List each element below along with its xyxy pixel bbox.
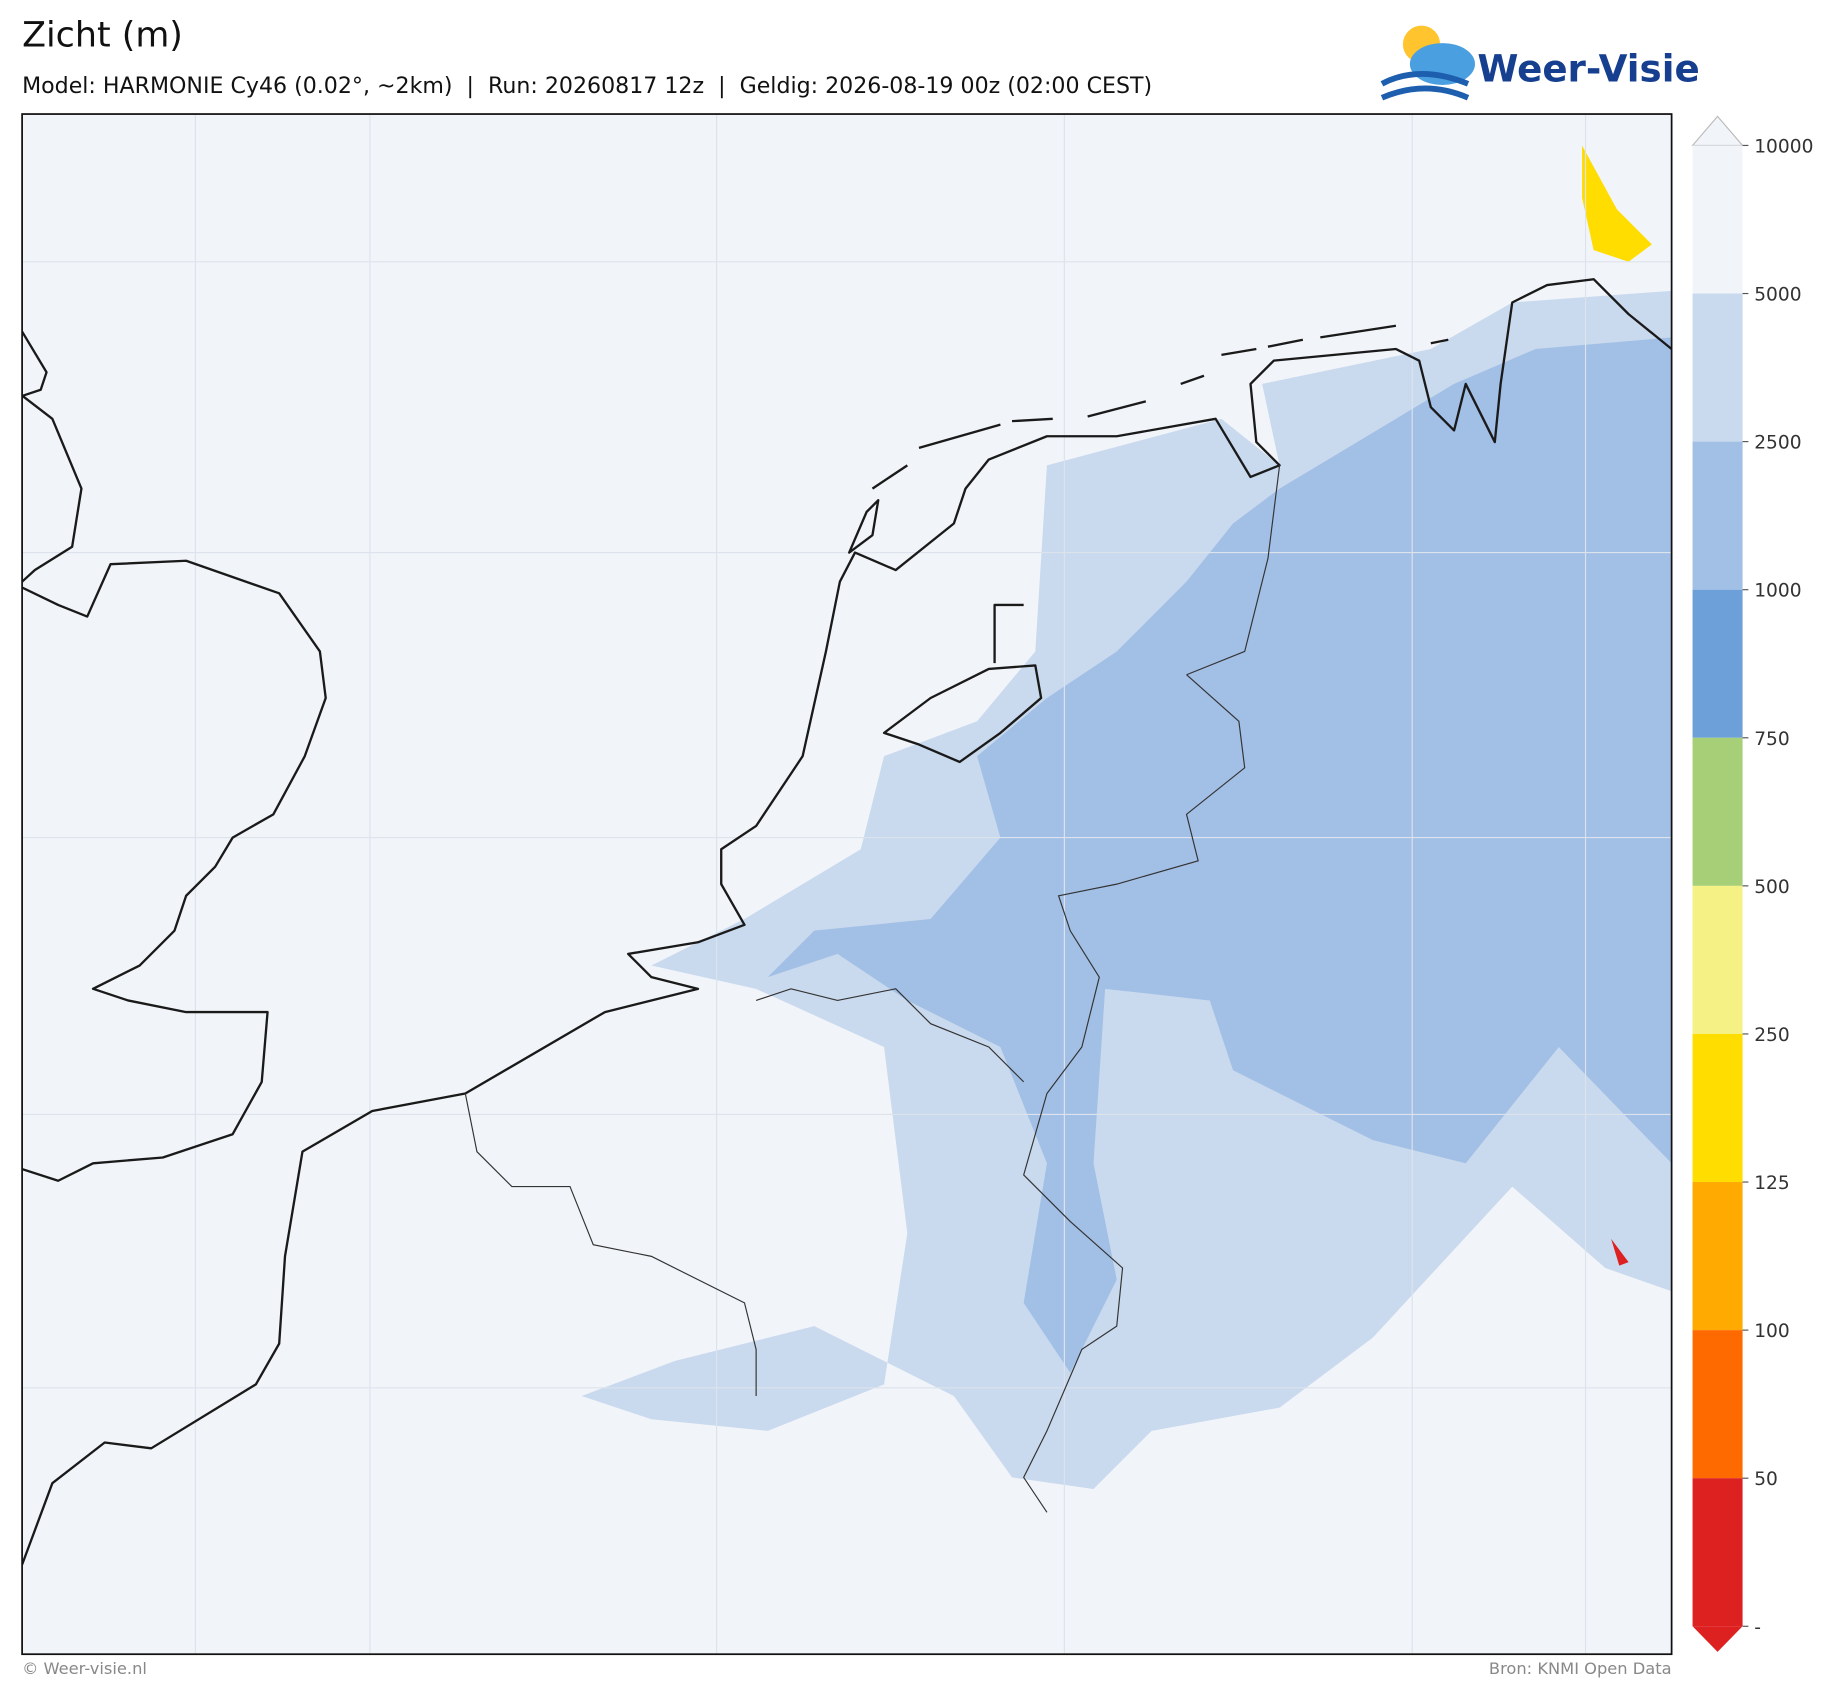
colorbar-label: 500 bbox=[1754, 877, 1790, 898]
colorbar-band bbox=[1692, 589, 1743, 738]
logo: Weer-Visie bbox=[1380, 25, 1700, 101]
colorbar-cap-bottom bbox=[1692, 1626, 1743, 1652]
colorbar-label: 2500 bbox=[1754, 433, 1801, 454]
colorbar: 10000 5000 2500 1000 750 500 250 125 100 50 - bbox=[1691, 115, 1813, 1652]
colorbar-label: 10000 bbox=[1754, 136, 1813, 157]
colorbar-band bbox=[1692, 1478, 1743, 1627]
colorbar-band bbox=[1692, 1330, 1743, 1479]
footer-right: Bron: KNMI Open Data bbox=[1489, 1659, 1672, 1678]
colorbar-label: - bbox=[1754, 1617, 1761, 1638]
ijsselmeer bbox=[882, 603, 1043, 764]
colorbar-label: 5000 bbox=[1754, 285, 1801, 306]
map-frame bbox=[21, 113, 1673, 1656]
footer-left: © Weer-visie.nl bbox=[22, 1659, 147, 1678]
subtitle: Model: HARMONIE Cy46 (0.02°, ~2km) | Run… bbox=[22, 73, 1152, 99]
colorbar-band bbox=[1692, 1182, 1743, 1331]
colorbar-band bbox=[1692, 441, 1743, 590]
grid bbox=[22, 114, 1672, 1655]
wadden-islands bbox=[848, 324, 1449, 554]
coastline-england bbox=[22, 330, 327, 1182]
coastline-continent bbox=[22, 278, 1672, 1566]
colorbar-label: 750 bbox=[1754, 729, 1790, 750]
title: Zicht (m) bbox=[22, 16, 183, 56]
visibility-area-verylow bbox=[1611, 1238, 1629, 1266]
colorbar-label: 250 bbox=[1754, 1025, 1790, 1046]
visibility-area-low bbox=[1582, 145, 1652, 262]
map bbox=[21, 113, 1673, 1656]
colorbar-band bbox=[1692, 737, 1743, 886]
logo-text: Weer-Visie bbox=[1477, 46, 1699, 90]
logo-waves bbox=[1380, 71, 1470, 101]
colorbar-band bbox=[1692, 145, 1743, 294]
visibility-area-medium bbox=[767, 337, 1672, 1373]
colorbar-label: 125 bbox=[1754, 1173, 1790, 1194]
colorbar-label: 1000 bbox=[1754, 581, 1801, 602]
colorbar-band bbox=[1692, 293, 1743, 442]
colorbar-band bbox=[1692, 1033, 1743, 1183]
country-borders bbox=[464, 465, 1281, 1513]
colorbar-label: 50 bbox=[1754, 1469, 1778, 1490]
colorbar-cap-top bbox=[1691, 115, 1744, 147]
colorbar-band bbox=[1692, 885, 1743, 1034]
colorbar-label: 100 bbox=[1754, 1321, 1790, 1342]
